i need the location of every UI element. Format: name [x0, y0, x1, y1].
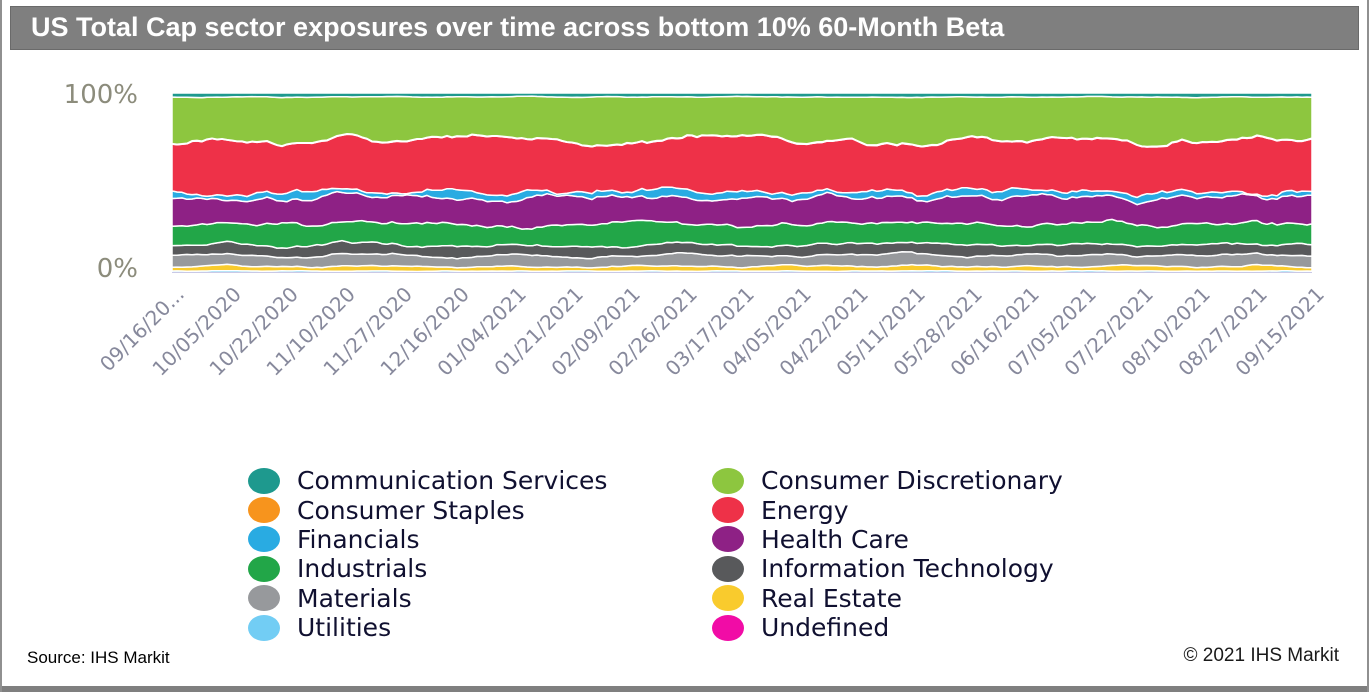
x-axis-label: 08/10/2021: [1116, 282, 1215, 381]
legend-item-energy: Energy: [712, 495, 1063, 525]
legend-swatch-icon: [712, 555, 744, 582]
legend-item-undefined: Undefined: [712, 613, 1063, 642]
x-axis-label: 11/27/2020: [318, 282, 417, 381]
legend-swatch-icon: [248, 526, 280, 553]
legend-swatch-icon: [248, 497, 280, 524]
legend-item-financials: Financials: [248, 525, 607, 554]
legend-item-real-estate: Real Estate: [712, 584, 1063, 613]
source-text: Source: IHS Markit: [27, 648, 170, 667]
legend-label: Utilities: [297, 613, 392, 643]
legend-item-industrials: Industrials: [248, 554, 607, 583]
legend-label: Energy: [761, 495, 849, 525]
bottom-bar: [2, 686, 1367, 692]
x-axis-label: 01/21/2021: [489, 282, 588, 381]
legend-label: Consumer Staples: [297, 495, 525, 525]
legend-label: Communication Services: [297, 466, 608, 496]
x-axis-label: 09/16/20...: [94, 282, 189, 376]
legend-swatch-icon: [712, 467, 744, 494]
legend-item-information-technology: Information Technology: [712, 554, 1063, 583]
legend-item-health-care: Health Care: [712, 525, 1063, 554]
legend-swatch-icon: [712, 585, 744, 612]
legend-item-consumer-discretionary: Consumer Discretionary: [712, 466, 1063, 495]
x-axis-label: 01/04/2021: [432, 282, 531, 381]
legend-label: Financials: [297, 524, 420, 554]
legend-label: Undefined: [761, 613, 890, 643]
legend-swatch-icon: [712, 614, 744, 641]
x-axis-label: 02/09/2021: [546, 282, 645, 381]
x-axis-label: 04/05/2021: [717, 282, 816, 381]
x-axis-label: 10/05/2020: [147, 282, 246, 381]
y-axis-label-100: 100%: [63, 80, 138, 110]
x-axis-label: 02/26/2021: [603, 282, 702, 381]
legend-swatch-icon: [248, 555, 280, 582]
legend-swatch-icon: [248, 467, 280, 494]
chart-title-bar: US Total Cap sector exposures over time …: [10, 6, 1359, 50]
x-axis-label: 05/11/2021: [831, 282, 930, 381]
legend-swatch-icon: [712, 526, 744, 553]
legend-item-utilities: Utilities: [248, 613, 607, 642]
x-axis-label: 09/15/2021: [1230, 282, 1329, 381]
x-axis-label: 11/10/2020: [261, 282, 360, 381]
legend-label: Materials: [297, 583, 412, 613]
x-axis-label: 06/16/2021: [945, 282, 1044, 381]
x-axis-label: 08/27/2021: [1173, 282, 1272, 381]
legend-label: Information Technology: [761, 554, 1054, 584]
copyright-text: © 2021 IHS Markit: [1183, 645, 1340, 666]
legend-label: Industrials: [297, 554, 428, 584]
area-communication-services: [172, 93, 1312, 99]
x-axis-label: 03/17/2021: [660, 282, 759, 381]
legend-swatch-icon: [248, 614, 280, 641]
chart-title: US Total Cap sector exposures over time …: [31, 12, 1005, 42]
y-axis-label-0: 0%: [96, 254, 138, 284]
x-axis-label: 10/22/2020: [204, 282, 303, 381]
legend-label: Health Care: [761, 524, 909, 554]
legend-item-consumer-staples: Consumer Staples: [248, 495, 607, 525]
legend-label: Real Estate: [761, 583, 902, 613]
legend-label: Consumer Discretionary: [761, 466, 1063, 496]
legend-swatch-icon: [248, 585, 280, 612]
x-axis-label: 04/22/2021: [774, 282, 873, 381]
legend-swatch-icon: [712, 497, 744, 524]
x-axis-label: 12/16/2020: [375, 282, 474, 381]
chart-legend: Communication Services Consumer Staples Fi…: [2, 466, 1367, 646]
stacked-area-chart: [172, 93, 1312, 273]
x-axis-label: 07/22/2021: [1059, 282, 1158, 381]
legend-item-materials: Materials: [248, 584, 607, 613]
legend-item-communication-services: Communication Services: [248, 466, 607, 495]
legend-column-2: Consumer Discretionary Energy Health Care I…: [712, 466, 1063, 642]
x-axis-label: 07/05/2021: [1002, 282, 1101, 381]
legend-column-1: Communication Services Consumer Staples Fi…: [248, 466, 607, 642]
x-axis-label: 05/28/2021: [888, 282, 987, 381]
